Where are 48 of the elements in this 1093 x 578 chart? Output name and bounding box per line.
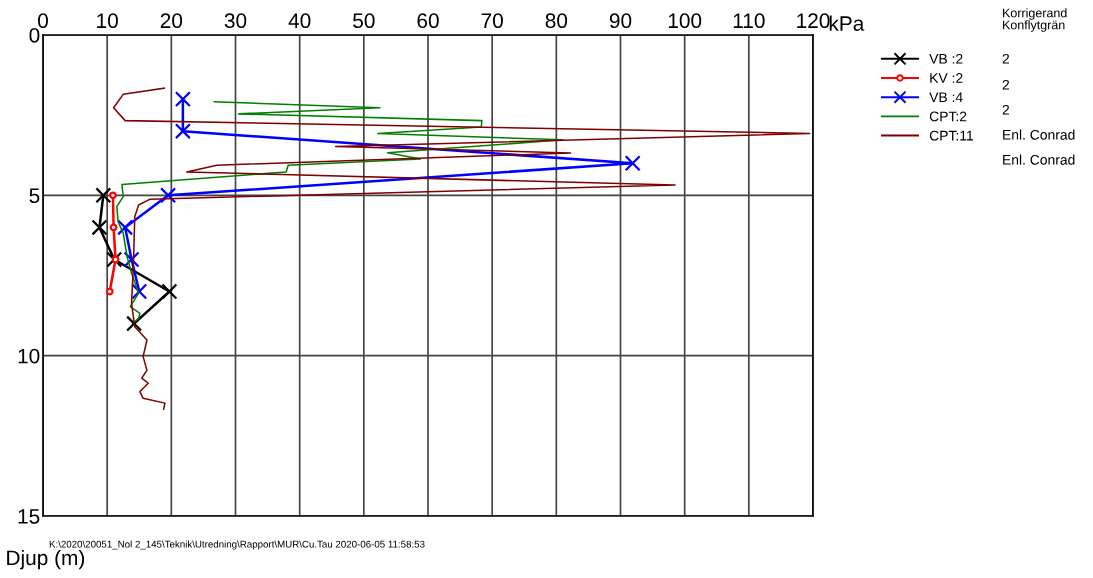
text: 2 <box>1002 53 1010 64</box>
x-tick-label: 40 <box>288 13 311 29</box>
x-tick-label: 90 <box>609 13 632 29</box>
y-tick-label: 15 <box>18 509 40 524</box>
legend-label: KV :2 <box>930 73 963 83</box>
point <box>111 255 120 264</box>
point <box>105 287 114 296</box>
text: Enl. Conrad <box>1003 154 1075 165</box>
point <box>161 283 178 300</box>
y-axis-title: Djup (m) <box>7 549 85 570</box>
point <box>117 219 134 236</box>
x-tick-label: 50 <box>353 13 375 29</box>
y-tick-label: 5 <box>29 188 40 204</box>
point <box>109 191 117 200</box>
line-series <box>112 87 811 410</box>
legend-label: VB :2 <box>929 53 963 64</box>
point <box>174 91 191 108</box>
x-tick-label: 10 <box>97 13 118 29</box>
y-tick-label: 10 <box>18 348 40 364</box>
point <box>109 223 118 232</box>
text: Korrigerand <box>1003 8 1067 20</box>
x-tick-label: 100 <box>668 13 702 29</box>
x-tick-label: 30 <box>224 13 247 29</box>
x-tick-label: 70 <box>481 13 503 29</box>
x-tick-label: 20 <box>160 13 183 29</box>
point <box>91 219 108 236</box>
text: K:\2020\20051_Nol 2_145\Teknik\Utredning\Rapport\MUR\Cu.Tau 2020-06-05 11:58:53 <box>49 540 425 550</box>
point <box>123 251 140 268</box>
point <box>126 315 143 332</box>
point <box>106 251 123 268</box>
text: 2 <box>1002 79 1010 90</box>
legend-label: CPT:11 <box>929 130 974 141</box>
point <box>160 187 177 204</box>
x-tick-label: 60 <box>417 13 439 29</box>
x-tick-label: 80 <box>545 13 568 29</box>
point <box>174 123 191 140</box>
legend-label: VB :4 <box>929 92 963 103</box>
text: 2 <box>1002 104 1010 115</box>
y-tick-label: 0 <box>29 28 40 43</box>
text: Konflytgrän <box>1003 20 1065 32</box>
text: Enl. Conrad <box>1003 129 1075 140</box>
x-axis-title: kPa <box>829 15 865 31</box>
point <box>624 155 641 172</box>
x-tick-label: 110 <box>733 13 765 29</box>
point <box>95 187 112 204</box>
point <box>131 283 148 300</box>
x-tick-label: 120 <box>797 13 830 29</box>
legend-label: CPT:2 <box>929 111 967 122</box>
